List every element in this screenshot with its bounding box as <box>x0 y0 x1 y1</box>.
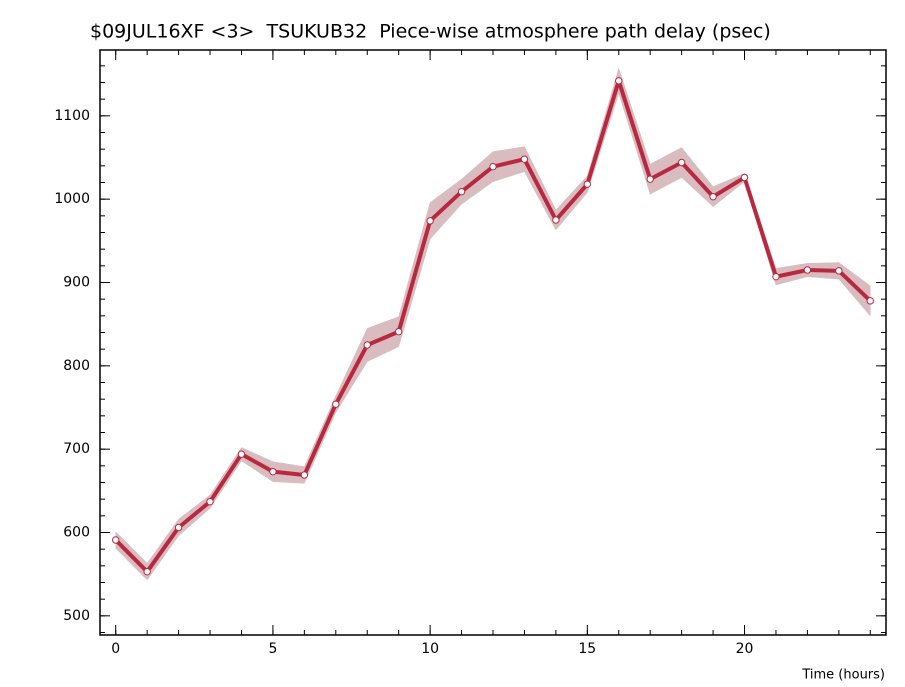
x-tick-label: 10 <box>421 641 439 657</box>
y-tick-label: 800 <box>63 358 90 374</box>
data-point <box>583 180 592 188</box>
data-point <box>269 467 277 476</box>
data-point <box>489 162 497 171</box>
y-tick-label: 600 <box>63 525 90 541</box>
data-point <box>677 158 686 167</box>
y-tick-label: 900 <box>63 275 90 291</box>
x-tick-label: 20 <box>736 641 754 657</box>
y-tick-label: 1000 <box>54 191 90 207</box>
data-point <box>206 497 214 506</box>
data-point <box>363 341 371 349</box>
x-tick-label: 0 <box>111 641 120 657</box>
y-tick-label: 1100 <box>54 108 90 124</box>
data-point <box>772 272 780 281</box>
plot-frame <box>99 49 887 636</box>
data-point <box>803 266 812 274</box>
data-point <box>615 77 623 85</box>
x-tick-label: 5 <box>268 641 277 657</box>
data-point <box>740 173 749 182</box>
data-point <box>394 327 403 336</box>
data-point <box>646 175 654 183</box>
data-point <box>835 267 843 275</box>
data-point <box>552 216 560 224</box>
error-band <box>838 262 871 317</box>
data-point <box>174 523 183 532</box>
data-point <box>332 400 340 408</box>
data-point <box>237 450 246 458</box>
data-point <box>143 567 151 576</box>
data-point <box>300 471 309 479</box>
x-axis-label: Time (hours) <box>801 668 885 683</box>
data-point <box>709 192 717 201</box>
data-point <box>426 217 434 225</box>
y-tick-label: 700 <box>63 441 90 457</box>
data-point <box>520 155 529 163</box>
data-point <box>112 536 120 544</box>
chart-title: $09JUL16XF <3> TSUKUB32 Piece-wise atmos… <box>90 21 771 43</box>
error-band <box>429 178 462 240</box>
y-tick-label: 500 <box>63 608 90 624</box>
data-point <box>866 297 874 305</box>
x-tick-label: 15 <box>578 641 596 657</box>
data-point <box>457 187 466 196</box>
